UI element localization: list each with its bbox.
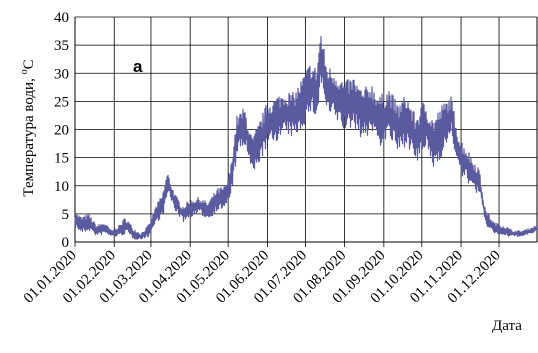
y-tick-label: 0 [62, 235, 70, 251]
y-tick-label: 20 [54, 123, 69, 139]
y-tick-label: 35 [54, 38, 69, 54]
series-group [74, 35, 538, 240]
x-axis-label: Дата [492, 318, 522, 334]
series-line [74, 35, 538, 240]
y-tick-label: 10 [54, 179, 69, 195]
grid [74, 16, 538, 243]
x-axis: 01.01.202001.02.202001.03.202001.04.2020… [21, 242, 504, 307]
y-axis-label: Температура води, oC [19, 59, 37, 196]
y-tick-label: 40 [54, 10, 69, 26]
y-tick-label: 15 [54, 151, 69, 167]
y-axis: 0 5 10 15 20 25 30 35 40 [54, 10, 69, 251]
panel-annotation: а [133, 57, 143, 76]
y-tick-label: 5 [62, 207, 70, 223]
y-tick-label: 25 [54, 94, 69, 110]
y-axis-label-main: Температура води, [21, 74, 37, 196]
y-axis-label-unit: C [21, 59, 37, 69]
y-tick-label: 30 [54, 66, 69, 82]
y-axis-label-degree: o [19, 69, 30, 74]
